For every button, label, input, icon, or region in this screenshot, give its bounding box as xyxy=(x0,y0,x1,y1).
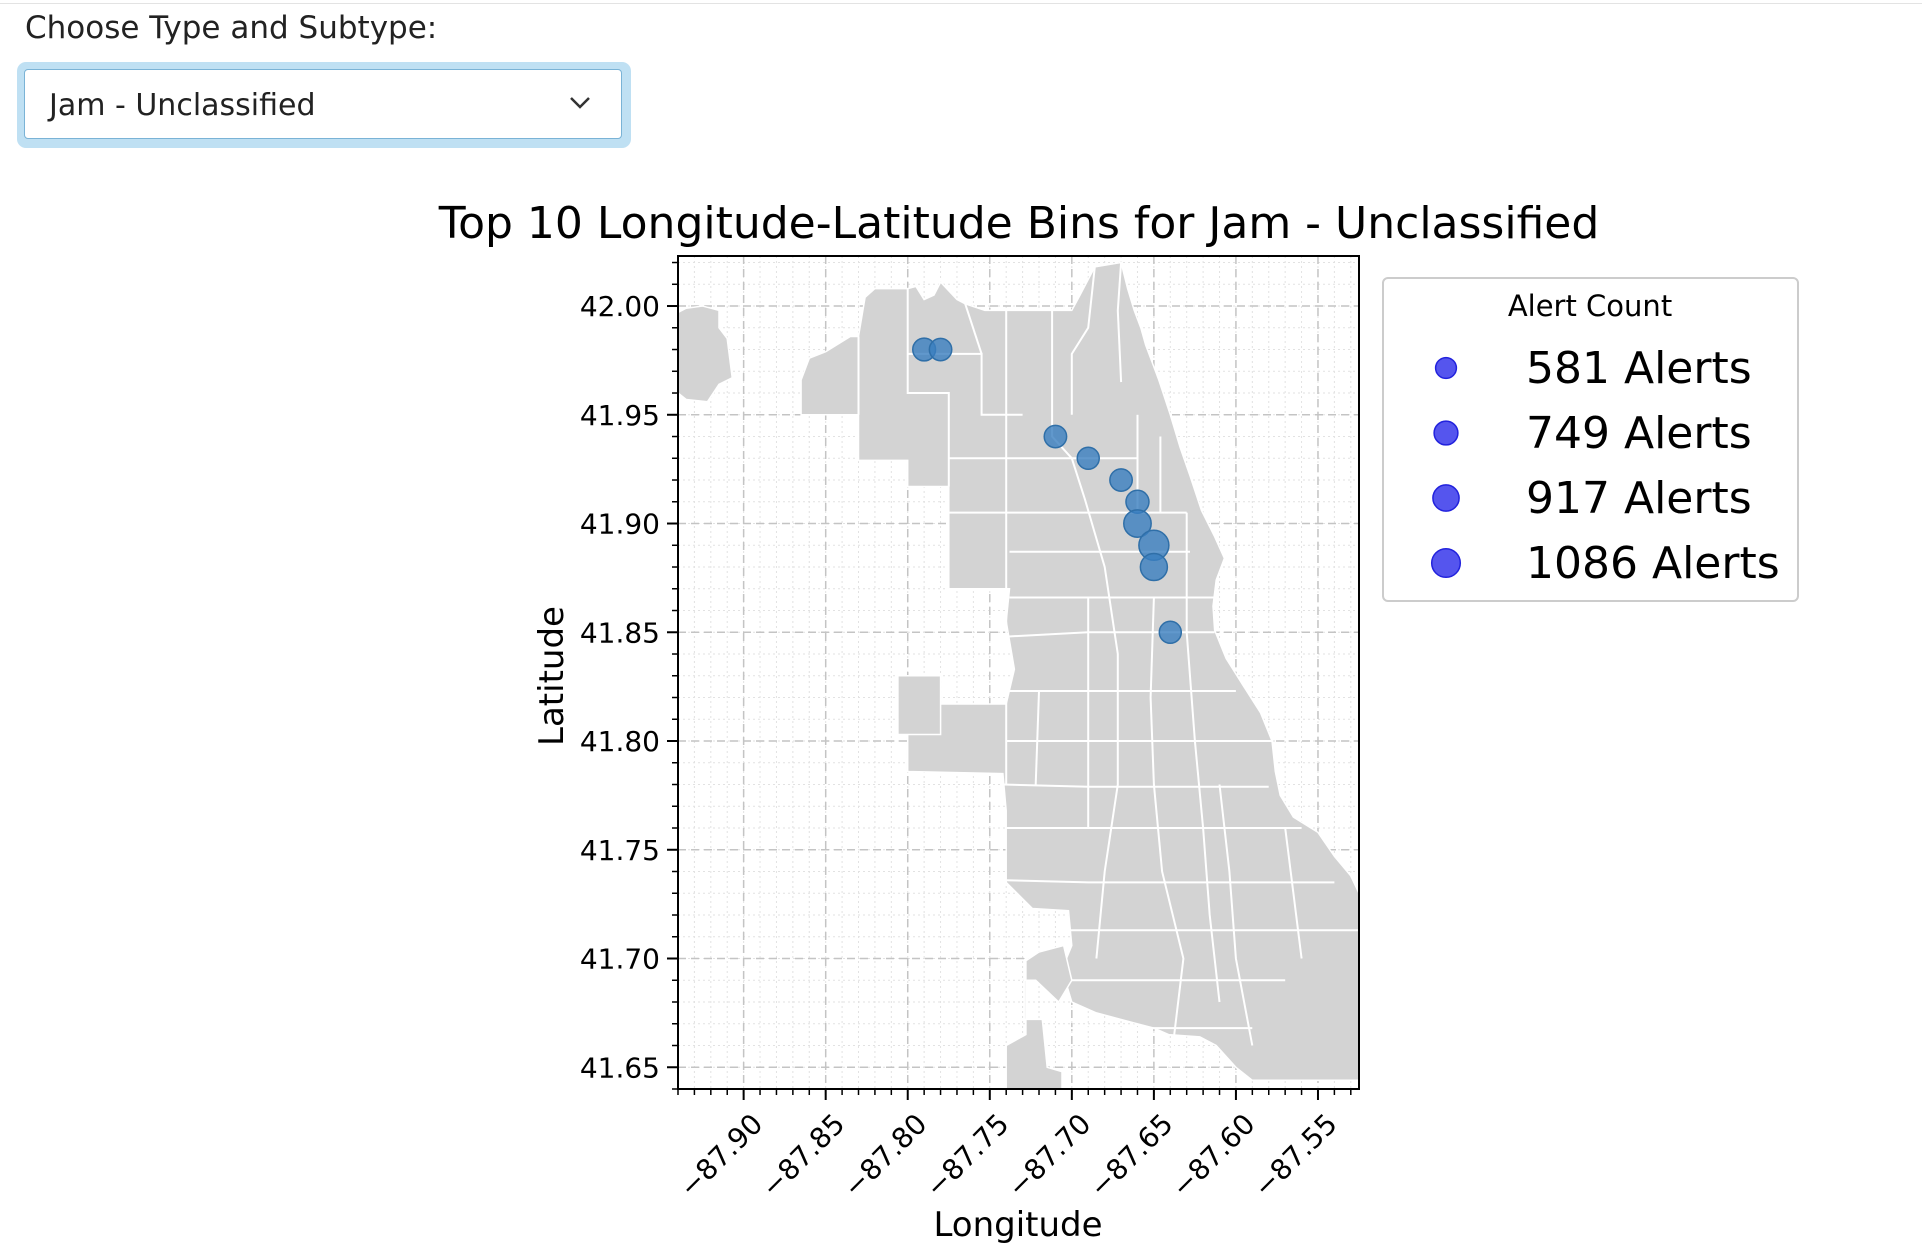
legend-label: 917 Alerts xyxy=(1526,473,1752,524)
chart-title: Top 10 Longitude-Latitude Bins for Jam -… xyxy=(438,198,1600,249)
alert-bin-point xyxy=(1139,552,1169,582)
x-tick-label: −87.70 xyxy=(1001,1107,1098,1204)
chevron-down-icon[interactable] xyxy=(565,88,595,118)
y-tick-label: 41.65 xyxy=(580,1051,660,1084)
legend-marker xyxy=(1433,420,1459,446)
y-tick-label: 41.80 xyxy=(580,725,660,758)
alert-bin-point xyxy=(1109,468,1134,492)
community-area-boundary xyxy=(1284,827,1303,959)
legend-title: Alert Count xyxy=(1508,289,1672,323)
legend-label: 1086 Alerts xyxy=(1526,538,1780,589)
community-area-boundary xyxy=(906,288,950,487)
y-tick-label: 41.75 xyxy=(580,834,660,867)
x-axis-label: Longitude xyxy=(933,1205,1102,1245)
top-divider xyxy=(0,3,1922,4)
y-tick-label: 42.00 xyxy=(580,290,660,323)
x-tick-label: −87.75 xyxy=(919,1107,1016,1204)
alert-bin-point xyxy=(1123,509,1152,538)
x-tick-label: −87.80 xyxy=(837,1107,934,1204)
community-area-region xyxy=(678,305,734,403)
legend-marker xyxy=(1432,484,1460,512)
legend-label: 581 Alerts xyxy=(1526,343,1752,394)
community-area-boundary xyxy=(1149,597,1185,1068)
y-tick-label: 41.90 xyxy=(580,508,660,541)
legend-label: 749 Alerts xyxy=(1526,408,1752,459)
community-area-boundary xyxy=(1218,784,1254,1046)
community-area-boundary xyxy=(1185,512,1221,1003)
dropdown-selected-value: Jam - Unclassified xyxy=(49,88,316,123)
alert-bin-point xyxy=(1076,446,1100,471)
community-area-boundary xyxy=(1116,262,1123,383)
x-tick-label: −87.60 xyxy=(1165,1107,1262,1204)
legend-frame xyxy=(1382,277,1799,602)
x-tick-label: −87.85 xyxy=(755,1107,852,1204)
alert-bin-point xyxy=(928,337,953,362)
community-area-region xyxy=(1005,944,1073,1089)
y-tick-label: 41.85 xyxy=(580,616,660,649)
community-area-boundary xyxy=(1006,631,1215,638)
selector-label: Choose Type and Subtype: xyxy=(25,10,438,46)
x-tick-label: −87.90 xyxy=(673,1107,770,1204)
community-area-boundary xyxy=(1034,690,1040,785)
y-tick-label: 41.70 xyxy=(580,943,660,976)
y-axis-label: Latitude xyxy=(532,606,572,746)
legend-marker xyxy=(1434,356,1458,380)
alert-bin-point xyxy=(1043,424,1068,449)
y-tick-label: 41.95 xyxy=(580,399,660,432)
type-subtype-dropdown-focus-ring[interactable]: Jam - Unclassified xyxy=(17,62,631,148)
plot-frame xyxy=(677,255,1360,1090)
x-tick-label: −87.65 xyxy=(1083,1107,1180,1204)
alert-bin-point xyxy=(1158,620,1183,645)
x-tick-label: −87.55 xyxy=(1247,1107,1344,1204)
community-area-boundary xyxy=(1006,879,1335,884)
legend-marker xyxy=(1430,547,1462,579)
community-area-boundary xyxy=(964,303,983,355)
community-area-region xyxy=(897,675,942,736)
legend: Alert Count 581 Alerts 749 Alerts 917 Aler… xyxy=(1382,277,1799,602)
type-subtype-dropdown[interactable]: Jam - Unclassified xyxy=(24,69,622,139)
community-area-region xyxy=(800,261,1359,1082)
community-area-boundary xyxy=(1070,266,1096,415)
